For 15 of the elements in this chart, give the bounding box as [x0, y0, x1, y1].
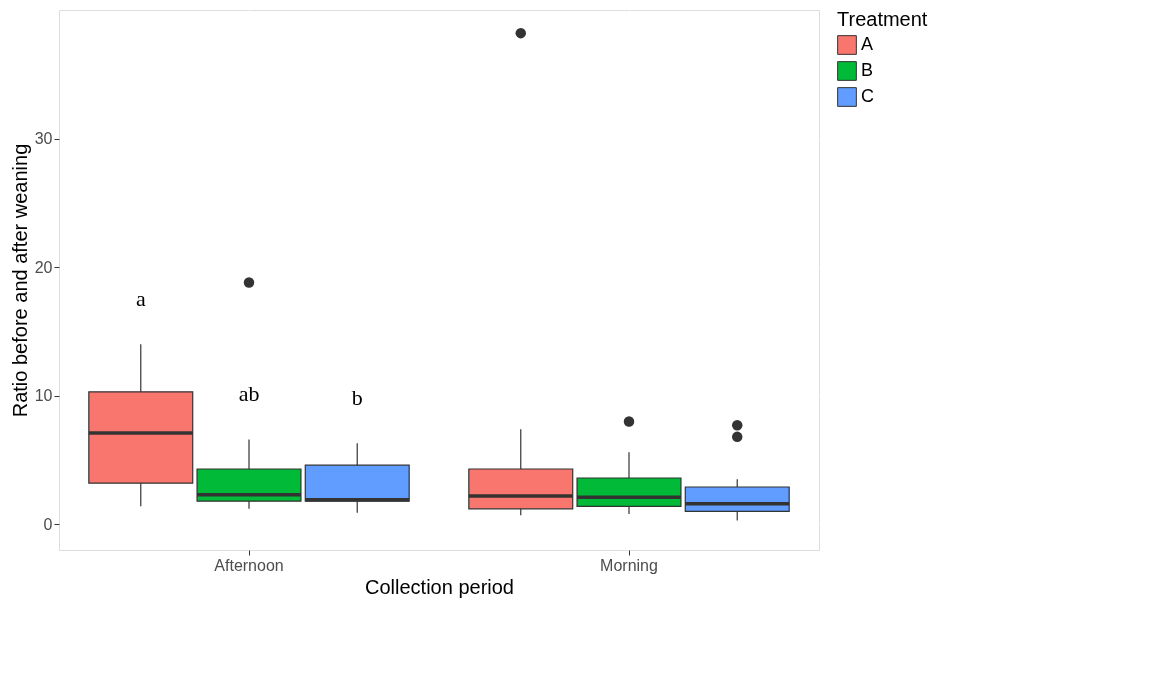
legend-label: A	[861, 34, 874, 54]
y-tick-label: 10	[34, 387, 53, 405]
legend-label: B	[861, 60, 874, 80]
legend-title: Treatment	[837, 8, 928, 30]
y-tick-label: 20	[34, 258, 53, 276]
annotation: ab	[238, 381, 260, 407]
y-tick-label: 30	[34, 130, 53, 148]
x-tick-label: Morning	[600, 556, 658, 574]
y-axis-title: Ratio before and after weaning	[8, 143, 31, 418]
x-axis-title: Collection period	[365, 575, 514, 598]
annotation: b	[351, 385, 363, 411]
legend-label: C	[861, 86, 874, 106]
annotation: a	[135, 286, 146, 312]
y-tick-label: 0	[43, 515, 53, 533]
x-tick-label: Afternoon	[214, 556, 284, 574]
